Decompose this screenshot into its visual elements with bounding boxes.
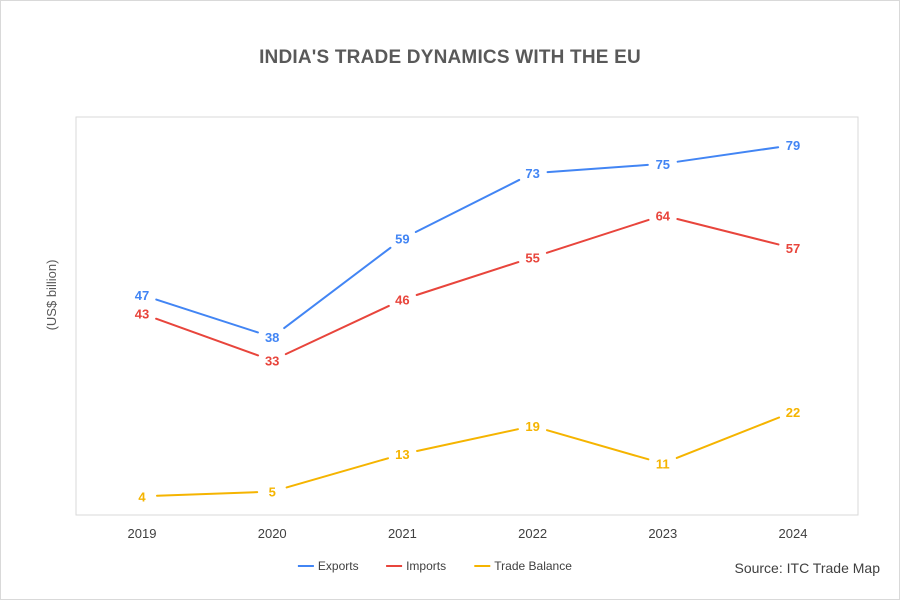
exports-line-segment-5 (676, 146, 780, 163)
imports-data-label-2020: 33 (265, 353, 279, 368)
exports-data-label-2024: 79 (786, 138, 800, 153)
x-tick-label-2024: 2024 (779, 526, 808, 541)
imports-data-label-2023: 64 (656, 208, 671, 223)
exports-data-label-2023: 75 (656, 157, 670, 172)
imports-line-segment-1 (155, 317, 260, 357)
trade-balance-data-label-2022: 19 (525, 419, 539, 434)
series-trade-balance: 4 5 13 19 11 22 (138, 405, 800, 504)
trade-balance-data-label-2024: 22 (786, 405, 800, 420)
exports-data-label-2022: 73 (525, 166, 539, 181)
series-imports: 43 33 46 55 64 57 (135, 208, 800, 368)
trade-balance-line-segment-4 (546, 429, 650, 461)
legend-label-exports: Exports (318, 559, 359, 573)
series-exports: 47 38 59 73 75 79 (135, 138, 800, 345)
trade-balance-data-label-2021: 13 (395, 447, 409, 462)
imports-data-label-2019: 43 (135, 307, 149, 322)
x-tick-label-2022: 2022 (518, 526, 547, 541)
legend-item-exports: Exports (297, 559, 359, 573)
exports-data-label-2021: 59 (395, 232, 409, 247)
imports-line-segment-5 (676, 217, 780, 246)
imports-data-label-2024: 57 (786, 241, 800, 256)
trade-balance-line-segment-5 (675, 416, 781, 459)
exports-line-segment-3 (414, 178, 521, 233)
imports-line-segment-4 (545, 218, 650, 254)
exports-line-segment-2 (283, 246, 392, 330)
exports-line-segment-1 (155, 298, 259, 334)
x-tick-label-2021: 2021 (388, 526, 417, 541)
trade-balance-line-segment-1 (155, 491, 259, 497)
legend-item-trade-balance: Trade Balance (474, 559, 572, 573)
source-note: Source: ITC Trade Map (734, 560, 880, 576)
imports-data-label-2022: 55 (525, 250, 539, 265)
legend-label-imports: Imports (406, 559, 446, 573)
trade-balance-data-label-2020: 5 (269, 485, 276, 500)
trade-balance-data-label-2019: 4 (138, 489, 146, 504)
plot-area (75, 116, 859, 516)
trade-balance-line-segment-3 (416, 428, 519, 452)
legend-item-imports: Imports (386, 559, 446, 573)
trade-balance-line-segment-2 (285, 457, 389, 489)
trade-balance-data-label-2023: 11 (656, 456, 670, 471)
imports-line-segment-3 (415, 261, 520, 296)
x-tick-label-2020: 2020 (258, 526, 287, 541)
y-axis-label: (US$ billion) (44, 260, 59, 331)
imports-line-segment-2 (284, 304, 390, 356)
exports-data-label-2019: 47 (135, 288, 149, 303)
x-tick-label-2019: 2019 (128, 526, 157, 541)
imports-data-label-2021: 46 (395, 293, 409, 308)
chart-title: INDIA'S TRADE DYNAMICS WITH THE EU (259, 47, 641, 68)
exports-line-segment-4 (546, 163, 649, 174)
x-tick-label-2023: 2023 (648, 526, 677, 541)
exports-data-label-2020: 38 (265, 330, 279, 345)
legend-label-trade-balance: Trade Balance (494, 559, 572, 573)
